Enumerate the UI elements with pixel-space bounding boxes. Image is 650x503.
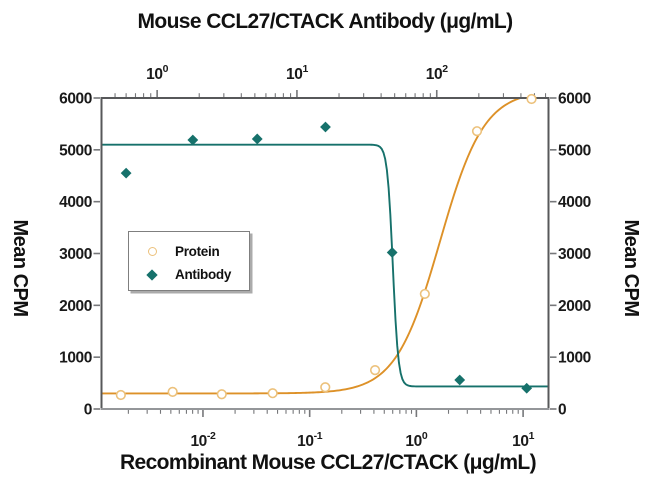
y-tick-label-right: 2000 — [558, 298, 591, 315]
x-tick-label: 10-1 — [297, 430, 323, 450]
x-tick-label: 101 — [286, 63, 308, 83]
data-points — [115, 93, 537, 401]
y-tick-label-left: 4000 — [59, 194, 92, 211]
left-axis-title: Mean CPM — [9, 219, 31, 317]
protein-point — [419, 288, 430, 300]
protein-point — [471, 126, 483, 137]
x-tick-label: 100 — [405, 430, 427, 450]
series-protein-points — [115, 93, 537, 401]
x-axis-top: 100 101 102 — [114, 63, 547, 97]
antibody-point — [120, 167, 132, 179]
filled-diamond-icon — [146, 268, 158, 281]
protein-point — [369, 365, 381, 376]
antibody-point — [386, 247, 398, 258]
y-tick-label-left: 1000 — [59, 350, 92, 367]
legend-marker-cell — [129, 268, 175, 281]
y-axes: 0 0 1000 1000 2000 2000 3000 3000 4000 4000 5000 50… — [59, 91, 591, 419]
antibody-point — [320, 121, 331, 133]
x-tick-label: 10-2 — [190, 430, 216, 450]
y-tick-label-right: 4000 — [558, 194, 591, 211]
protein-point — [320, 382, 331, 393]
top-axis-title: Mouse CCL27/CTACK Antibody (μg/mL) — [137, 10, 513, 33]
legend: Protein Antibody — [128, 231, 250, 291]
legend-item-antibody: Antibody — [129, 263, 249, 286]
open-circle-icon — [147, 247, 157, 256]
y-tick-label-left: 2000 — [59, 298, 92, 315]
series-antibody-points — [120, 121, 533, 394]
legend-item-protein: Protein — [129, 240, 249, 263]
y-tick-label-right: 3000 — [558, 246, 591, 263]
y-tick-label-left: 3000 — [59, 246, 92, 263]
antibody-point — [187, 134, 199, 146]
x-axis-bottom: 10-2 10-1 100 101 — [127, 410, 535, 450]
antibody-point — [521, 382, 533, 394]
y-tick-label-right: 6000 — [558, 91, 591, 108]
protein-point — [526, 93, 537, 105]
protein-point — [267, 388, 278, 399]
x-tick-label: 102 — [426, 63, 448, 83]
y-tick-label-right: 1000 — [558, 350, 591, 367]
y-tick-label-right: 0 — [558, 402, 566, 419]
protein-point — [115, 389, 126, 401]
y-tick-label-left: 0 — [84, 402, 92, 419]
fit-curve-antibody — [101, 143, 549, 388]
y-tick-label-left: 5000 — [59, 142, 92, 159]
x-tick-label: 101 — [512, 430, 534, 450]
plot-spines — [100, 97, 550, 410]
protein-point — [167, 386, 178, 397]
y-tick-label-right: 5000 — [558, 142, 591, 159]
x-tick-label: 100 — [146, 63, 168, 83]
legend-marker-cell — [129, 247, 175, 256]
y-tick-label-left: 6000 — [59, 91, 92, 108]
bottom-axis-title: Recombinant Mouse CCL27/CTACK (μg/mL) — [119, 451, 537, 474]
protein-point — [216, 389, 227, 400]
antibody-point — [454, 374, 466, 386]
legend-label-antibody: Antibody — [175, 267, 232, 282]
antibody-point — [251, 133, 263, 145]
legend-label-protein: Protein — [175, 244, 220, 259]
right-axis-title: Mean CPM — [620, 219, 642, 317]
